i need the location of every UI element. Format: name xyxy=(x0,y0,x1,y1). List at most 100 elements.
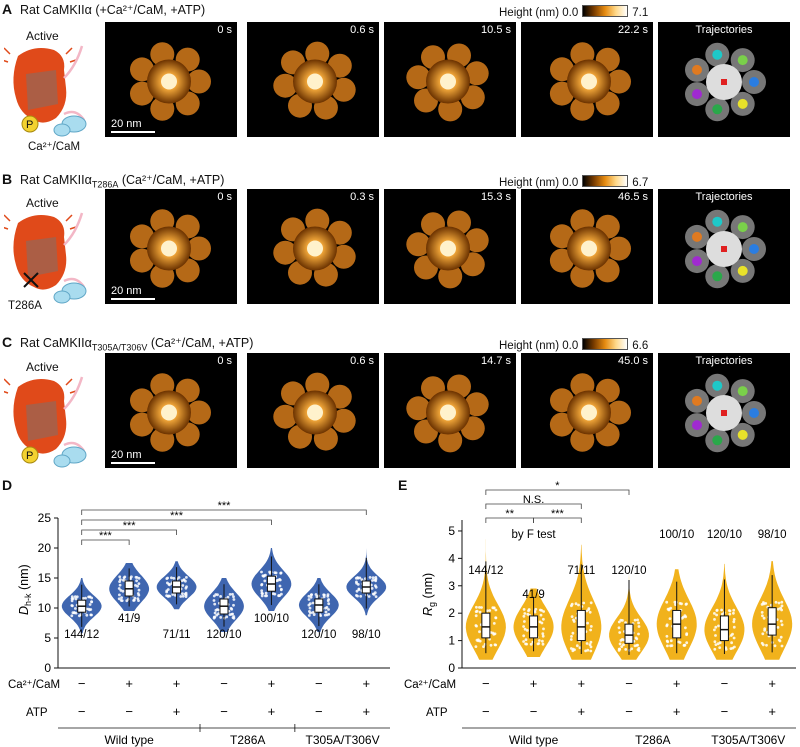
frame-time: 0.6 s xyxy=(350,24,374,36)
n-label: 100/10 xyxy=(254,613,289,625)
condition-atp-value: + xyxy=(362,704,370,719)
condition-cam-value: + xyxy=(268,676,276,691)
significance-label: *** xyxy=(123,520,137,532)
y-tick-label: 0 xyxy=(44,661,51,675)
condition-cam-value: − xyxy=(482,676,490,691)
group-label: T286A xyxy=(635,733,670,747)
trajectories-title: Trajectories xyxy=(695,191,753,203)
condition-cam-value: − xyxy=(78,676,86,691)
frame-time: 46.5 s xyxy=(618,191,648,203)
condition-atp-value: − xyxy=(625,704,633,719)
n-label: 144/12 xyxy=(64,629,99,641)
condition-cam-value: + xyxy=(173,676,181,691)
panel-title: Rat CaMKIIαT305A/T306V (Ca²⁺/CaM, +ATP) xyxy=(20,336,254,353)
kinase-cartoon-icon: Active P Ca²⁺/CaM xyxy=(4,29,87,153)
frame-time: 45.0 s xyxy=(618,355,648,367)
y-tick-label: 10 xyxy=(38,601,52,615)
panel-title: Rat CaMKIIα (+Ca²⁺/CaM, +ATP) xyxy=(20,3,206,17)
scale-bar: 20 nm xyxy=(111,285,155,300)
significance-label: * xyxy=(555,480,560,492)
iqr-box xyxy=(767,607,777,636)
group-label: T286A xyxy=(230,733,265,747)
condition-atp-value: + xyxy=(173,704,181,719)
afm-frame: 0 s 20 nm xyxy=(105,353,237,468)
cam-label: Ca²⁺/CaM xyxy=(28,141,80,153)
y-tick-label: 2 xyxy=(448,606,455,620)
trajectories-panel: Trajectories xyxy=(658,22,790,137)
colorbar-gradient xyxy=(582,5,629,17)
condition-cam-value: − xyxy=(721,676,729,691)
n-label: 144/12 xyxy=(468,565,503,577)
significance-bracket xyxy=(533,517,582,523)
afm-frame: 46.5 s xyxy=(521,189,653,304)
n-label: 98/10 xyxy=(758,529,787,541)
iqr-box xyxy=(719,615,729,642)
frame-time: 0.3 s xyxy=(350,191,374,203)
state-label: Active xyxy=(26,196,59,210)
y-axis-label: Dh-k (nm) xyxy=(17,564,33,615)
n-label: 100/10 xyxy=(659,529,694,541)
frame-time: 14.7 s xyxy=(481,355,511,367)
n-label: 41/9 xyxy=(522,589,544,601)
trajectories-title: Trajectories xyxy=(695,24,753,36)
n-label: 98/10 xyxy=(352,629,381,641)
significance-label: ** xyxy=(505,508,514,520)
condition-cam-value: + xyxy=(768,676,776,691)
afm-frame: 0.6 s xyxy=(247,353,379,468)
iqr-box xyxy=(576,609,586,642)
condition-cam-value: + xyxy=(530,676,538,691)
condition-atp-value: − xyxy=(125,704,133,719)
significance-label: *** xyxy=(170,510,184,522)
colorbar: Height (nm) 0.0 6.6 xyxy=(499,338,649,352)
n-label: 120/10 xyxy=(206,629,241,641)
y-tick-label: 3 xyxy=(448,579,455,593)
group-label: Wild type xyxy=(104,733,154,747)
afm-frame: 14.7 s xyxy=(384,353,516,468)
group-label: T305A/T306V xyxy=(711,733,785,747)
panel-title: Rat CaMKIIαT286A (Ca²⁺/CaM, +ATP) xyxy=(20,173,225,190)
n-label: 120/10 xyxy=(707,529,742,541)
afm-frame: 22.2 s xyxy=(521,22,653,137)
condition-atp-value: − xyxy=(721,704,729,719)
frame-time: 15.3 s xyxy=(481,191,511,203)
condition-cam-value: + xyxy=(125,676,133,691)
significance-label: *** xyxy=(551,508,565,520)
condition-atp-value: + xyxy=(268,704,276,719)
group-label: Wild type xyxy=(509,733,559,747)
y-tick-label: 25 xyxy=(38,511,52,525)
condition-atp-value: + xyxy=(673,704,681,719)
state-label: Active xyxy=(26,360,59,374)
colorbar-gradient xyxy=(582,338,629,350)
afm-frame: 0.3 s xyxy=(247,189,379,304)
chart-e: 0 1 2 3 4 5 Rg (nm) 144/12 41/9 71/11 120/10 100/10… xyxy=(404,480,796,747)
panel-label-e: E xyxy=(398,477,408,493)
state-label: Active xyxy=(26,29,59,43)
condition-cam-label: Ca²⁺/CaM xyxy=(404,679,456,691)
n-label: 71/11 xyxy=(163,629,191,641)
condition-cam-label: Ca²⁺/CaM xyxy=(8,679,60,691)
y-axis-label: Rg (nm) xyxy=(421,573,437,616)
n-label: 41/9 xyxy=(118,613,140,625)
y-tick-label: 5 xyxy=(448,524,455,538)
afm-frame: 10.5 s xyxy=(384,22,516,137)
y-tick-label: 1 xyxy=(448,634,455,648)
significance-bracket xyxy=(81,539,130,545)
afm-frame: 0 s 20 nm xyxy=(105,22,237,137)
y-tick-label: 5 xyxy=(44,631,51,645)
afm-frame: 0 s 20 nm xyxy=(105,189,237,304)
frame-time: 0.6 s xyxy=(350,355,374,367)
scale-bar: 20 nm xyxy=(111,449,155,464)
colorbar: Height (nm) 0.0 7.1 xyxy=(499,5,649,19)
afm-frame: 15.3 s xyxy=(384,189,516,304)
iqr-box xyxy=(624,623,634,644)
trajectories-panel: Trajectories xyxy=(658,353,790,468)
kinase-cartoon-icon: Active T286A xyxy=(4,196,87,312)
group-label: T305A/T306V xyxy=(306,733,380,747)
condition-atp-label: ATP xyxy=(426,707,448,719)
y-tick-label: 20 xyxy=(38,541,52,555)
phospho-label: P xyxy=(26,119,33,131)
condition-cam-value: − xyxy=(315,676,323,691)
trajectories-panel: Trajectories xyxy=(658,189,790,304)
y-tick-label: 4 xyxy=(448,551,455,565)
condition-atp-value: − xyxy=(482,704,490,719)
